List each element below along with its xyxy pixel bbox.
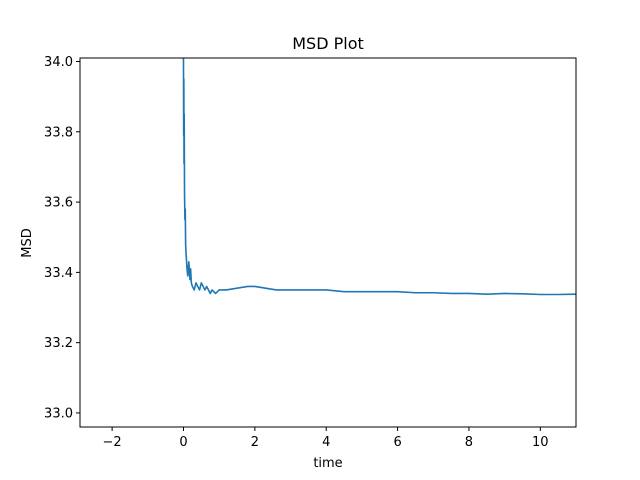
y-tick-label: 33.8 [44,125,73,140]
y-tick-label: 33.0 [44,406,73,421]
x-axis: −2 0 2 4 6 8 10 [103,427,549,450]
y-axis: 33.0 33.2 33.4 33.6 33.8 34.0 [44,55,80,421]
x-tick-label: 8 [465,435,473,450]
y-axis-title: MSD [20,228,35,257]
x-tick-label: 6 [393,435,401,450]
y-tick-label: 33.4 [44,266,73,281]
series-line-0 [182,58,576,296]
x-axis-title: time [313,456,342,471]
y-tick-label: 33.2 [44,336,73,351]
plot-area [182,58,576,296]
x-tick-label: 0 [179,435,187,450]
axes-frame [79,57,577,428]
y-tick-label: 33.6 [44,196,73,211]
chart-title: MSD Plot [292,34,364,53]
x-tick-label: 2 [251,435,259,450]
x-tick-label: 4 [322,435,330,450]
x-tick-label: 10 [532,435,549,450]
y-tick-label: 34.0 [44,55,73,70]
x-tick-label: −2 [103,435,122,450]
